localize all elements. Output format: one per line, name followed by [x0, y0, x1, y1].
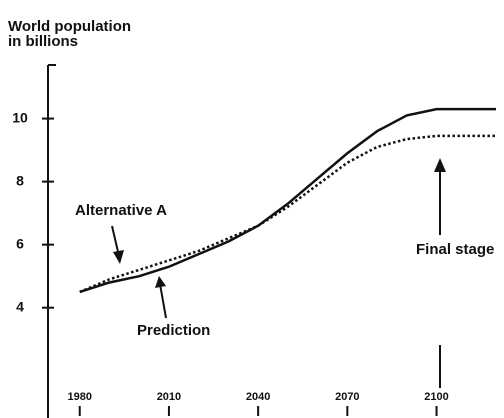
y-axis-label: in billions [8, 33, 78, 50]
line-series [79, 134, 496, 294]
x-tick-label: 1980 [67, 391, 91, 403]
x-tick-label: 2040 [246, 391, 270, 403]
y-tick-label: 10 [12, 109, 28, 125]
chart-title: World population [8, 18, 131, 35]
annotation: Prediction [137, 322, 210, 339]
line-series [79, 107, 496, 294]
x-tick-label: 2100 [424, 391, 448, 403]
y-tick-label: 6 [16, 235, 24, 251]
y-tick-label: 4 [16, 298, 24, 314]
arrows [111, 158, 446, 388]
x-tick-label: 2010 [157, 391, 181, 403]
annotation: Final stage [416, 241, 494, 258]
x-tick-label: 2070 [335, 391, 359, 403]
y-tick-label: 8 [16, 172, 24, 188]
annotation: Alternative A [75, 202, 167, 219]
